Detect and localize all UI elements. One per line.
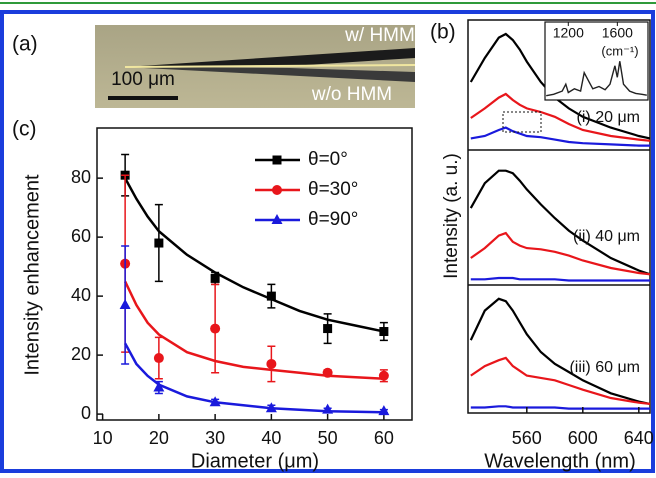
panel-label: (b) [430, 21, 456, 44]
panel-label: (a) [12, 33, 38, 56]
y-tick-label: 20 [71, 344, 91, 364]
spectrum-line [470, 92, 651, 142]
marker [323, 324, 333, 334]
legend-marker [272, 185, 282, 195]
spectrum-line [470, 126, 650, 147]
spectrum-line [469, 297, 651, 405]
y-tick-label: 40 [71, 285, 91, 305]
inset-spectrum [546, 61, 647, 97]
marker [266, 358, 277, 369]
x-tick-label: 10 [93, 428, 113, 448]
fit-line [123, 280, 384, 380]
marker [154, 238, 164, 248]
x-tick-label: 50 [318, 428, 338, 448]
x-tick-label: 560 [512, 428, 542, 448]
y-tick-label: 0 [81, 403, 91, 423]
x-tick-label: 60 [374, 428, 394, 448]
needle-edge [124, 64, 416, 68]
marker [119, 298, 131, 309]
highlight-box [502, 111, 542, 133]
plot-frame [467, 19, 651, 414]
legend-marker [271, 214, 283, 224]
inset-unit: (cm⁻¹) [601, 43, 638, 58]
panel-label: (ii) 40 μm [573, 228, 640, 245]
y-axis-label: Intensity (a. u.) [441, 153, 462, 279]
fit-line [124, 342, 384, 414]
needle-top [125, 48, 415, 67]
inset-tick-label: 1600 [602, 25, 633, 41]
marker [322, 403, 334, 414]
marker [210, 273, 220, 283]
legend-label: θ=30° [308, 179, 358, 200]
x-axis-label: Wavelength (nm) [484, 450, 636, 472]
inset-tick-label: 1200 [553, 25, 584, 41]
legend-marker [272, 155, 282, 165]
marker [209, 396, 221, 407]
marker [378, 370, 389, 381]
scale-label: 100 μm [111, 69, 175, 90]
spectrum-line [470, 405, 650, 410]
photo-label: w/o HMM [311, 84, 392, 105]
y-tick-label: 60 [71, 226, 91, 246]
spectrum-line [470, 356, 651, 405]
legend-label: θ=0° [308, 149, 348, 170]
spectrum-line [470, 276, 650, 282]
x-tick-label: 640 [624, 428, 654, 448]
marker [153, 381, 165, 392]
marker [265, 402, 277, 413]
panel-label: (iii) 60 μm [569, 359, 640, 376]
x-axis-label: Diameter (μm) [191, 450, 319, 472]
frame [0, 10, 655, 473]
spectrum-line [469, 169, 651, 276]
marker [322, 367, 333, 378]
panel-label: (c) [12, 118, 37, 141]
plot-frame [96, 127, 413, 421]
marker [379, 327, 389, 337]
marker [378, 405, 390, 416]
spectrum-line [470, 231, 651, 276]
fit-line [124, 177, 385, 333]
x-tick-label: 20 [149, 428, 169, 448]
panel-a: (a) w/ HMM w/o HMM 100 μm [12, 25, 416, 108]
photo-label: w/ HMM [344, 25, 415, 46]
x-tick-label: 600 [568, 428, 598, 448]
needle-bottom [125, 67, 415, 82]
panel-label: (i) 20 μm [577, 109, 640, 126]
legend-label: θ=90° [308, 209, 358, 230]
spectrum-line [469, 32, 651, 140]
marker [266, 291, 276, 301]
x-tick-label: 30 [205, 428, 225, 448]
marker [153, 353, 164, 364]
x-tick-label: 40 [261, 428, 281, 448]
y-tick-label: 80 [71, 167, 91, 187]
y-axis-label: Intensity enhancement [21, 174, 43, 376]
marker [210, 323, 221, 334]
